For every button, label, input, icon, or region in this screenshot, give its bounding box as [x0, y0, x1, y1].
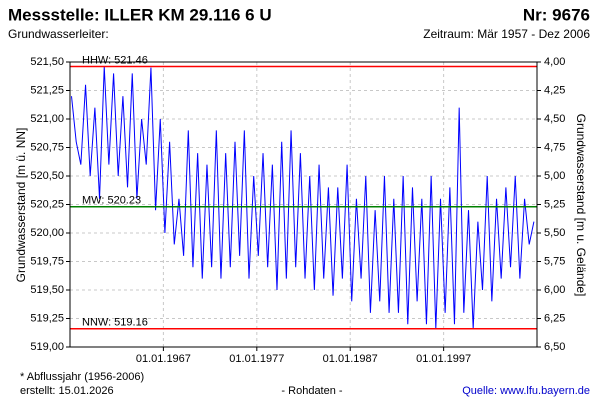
y-tick-label: 521,50 [30, 56, 64, 68]
y-tick-label: 519,00 [30, 341, 64, 353]
period: Zeitraum: Mär 1957 - Dez 2006 [423, 27, 590, 41]
x-tick-label: 01.01.1997 [416, 353, 471, 365]
footnote: * Abflussjahr (1956-2006) [20, 371, 144, 383]
y-tick-label: 519,75 [30, 255, 64, 267]
y-tick-label: 519,25 [30, 312, 64, 324]
station-number: Nr: 9676 [523, 5, 590, 24]
reference-label: MW: 520.23 [82, 195, 141, 207]
y-tick-label: 519,50 [30, 284, 64, 296]
chart-title: Messstelle: ILLER KM 29.116 6 U [8, 5, 272, 24]
created-date: erstellt: 15.01.2026 [20, 385, 114, 397]
y-tick-label: 520,50 [30, 170, 64, 182]
reference-label: HHW: 521.46 [82, 54, 148, 66]
data-kind: - Rohdaten - [281, 385, 342, 397]
y2-tick-label: 5,25 [544, 198, 565, 210]
y-tick-label: 520,75 [30, 141, 64, 153]
y2-tick-label: 6,50 [544, 341, 565, 353]
y2-tick-label: 4,50 [544, 113, 565, 125]
y-tick-label: 520,00 [30, 227, 64, 239]
y-tick-label: 521,25 [30, 84, 64, 96]
y2-tick-label: 5,75 [544, 255, 565, 267]
y2-tick-label: 5,50 [544, 227, 565, 239]
x-tick-label: 01.01.1987 [323, 353, 378, 365]
y-axis-label: Grundwasserstand [m ü. NN] [14, 128, 28, 283]
subtitle: Grundwasserleiter: [8, 27, 109, 41]
y2-tick-label: 6,00 [544, 284, 565, 296]
plot-frame [69, 61, 538, 348]
y-tick-label: 521,00 [30, 113, 64, 125]
y-tick-label: 520,25 [30, 198, 64, 210]
x-tick-label: 01.01.1977 [229, 353, 284, 365]
y2-tick-label: 6,25 [544, 312, 565, 324]
y2-tick-label: 4,00 [544, 56, 565, 68]
source-link[interactable]: Quelle: www.lfu.bayern.de [462, 385, 590, 397]
y2-tick-label: 4,75 [544, 141, 565, 153]
data-line [71, 66, 535, 329]
y2-axis-label: Grundwasserstand [m u. Gelände] [574, 114, 588, 297]
x-tick-label: 01.01.1967 [136, 353, 191, 365]
y2-tick-label: 5,00 [544, 170, 565, 182]
reference-label: NNW: 519.16 [82, 317, 148, 329]
y2-tick-label: 4,25 [544, 84, 565, 96]
